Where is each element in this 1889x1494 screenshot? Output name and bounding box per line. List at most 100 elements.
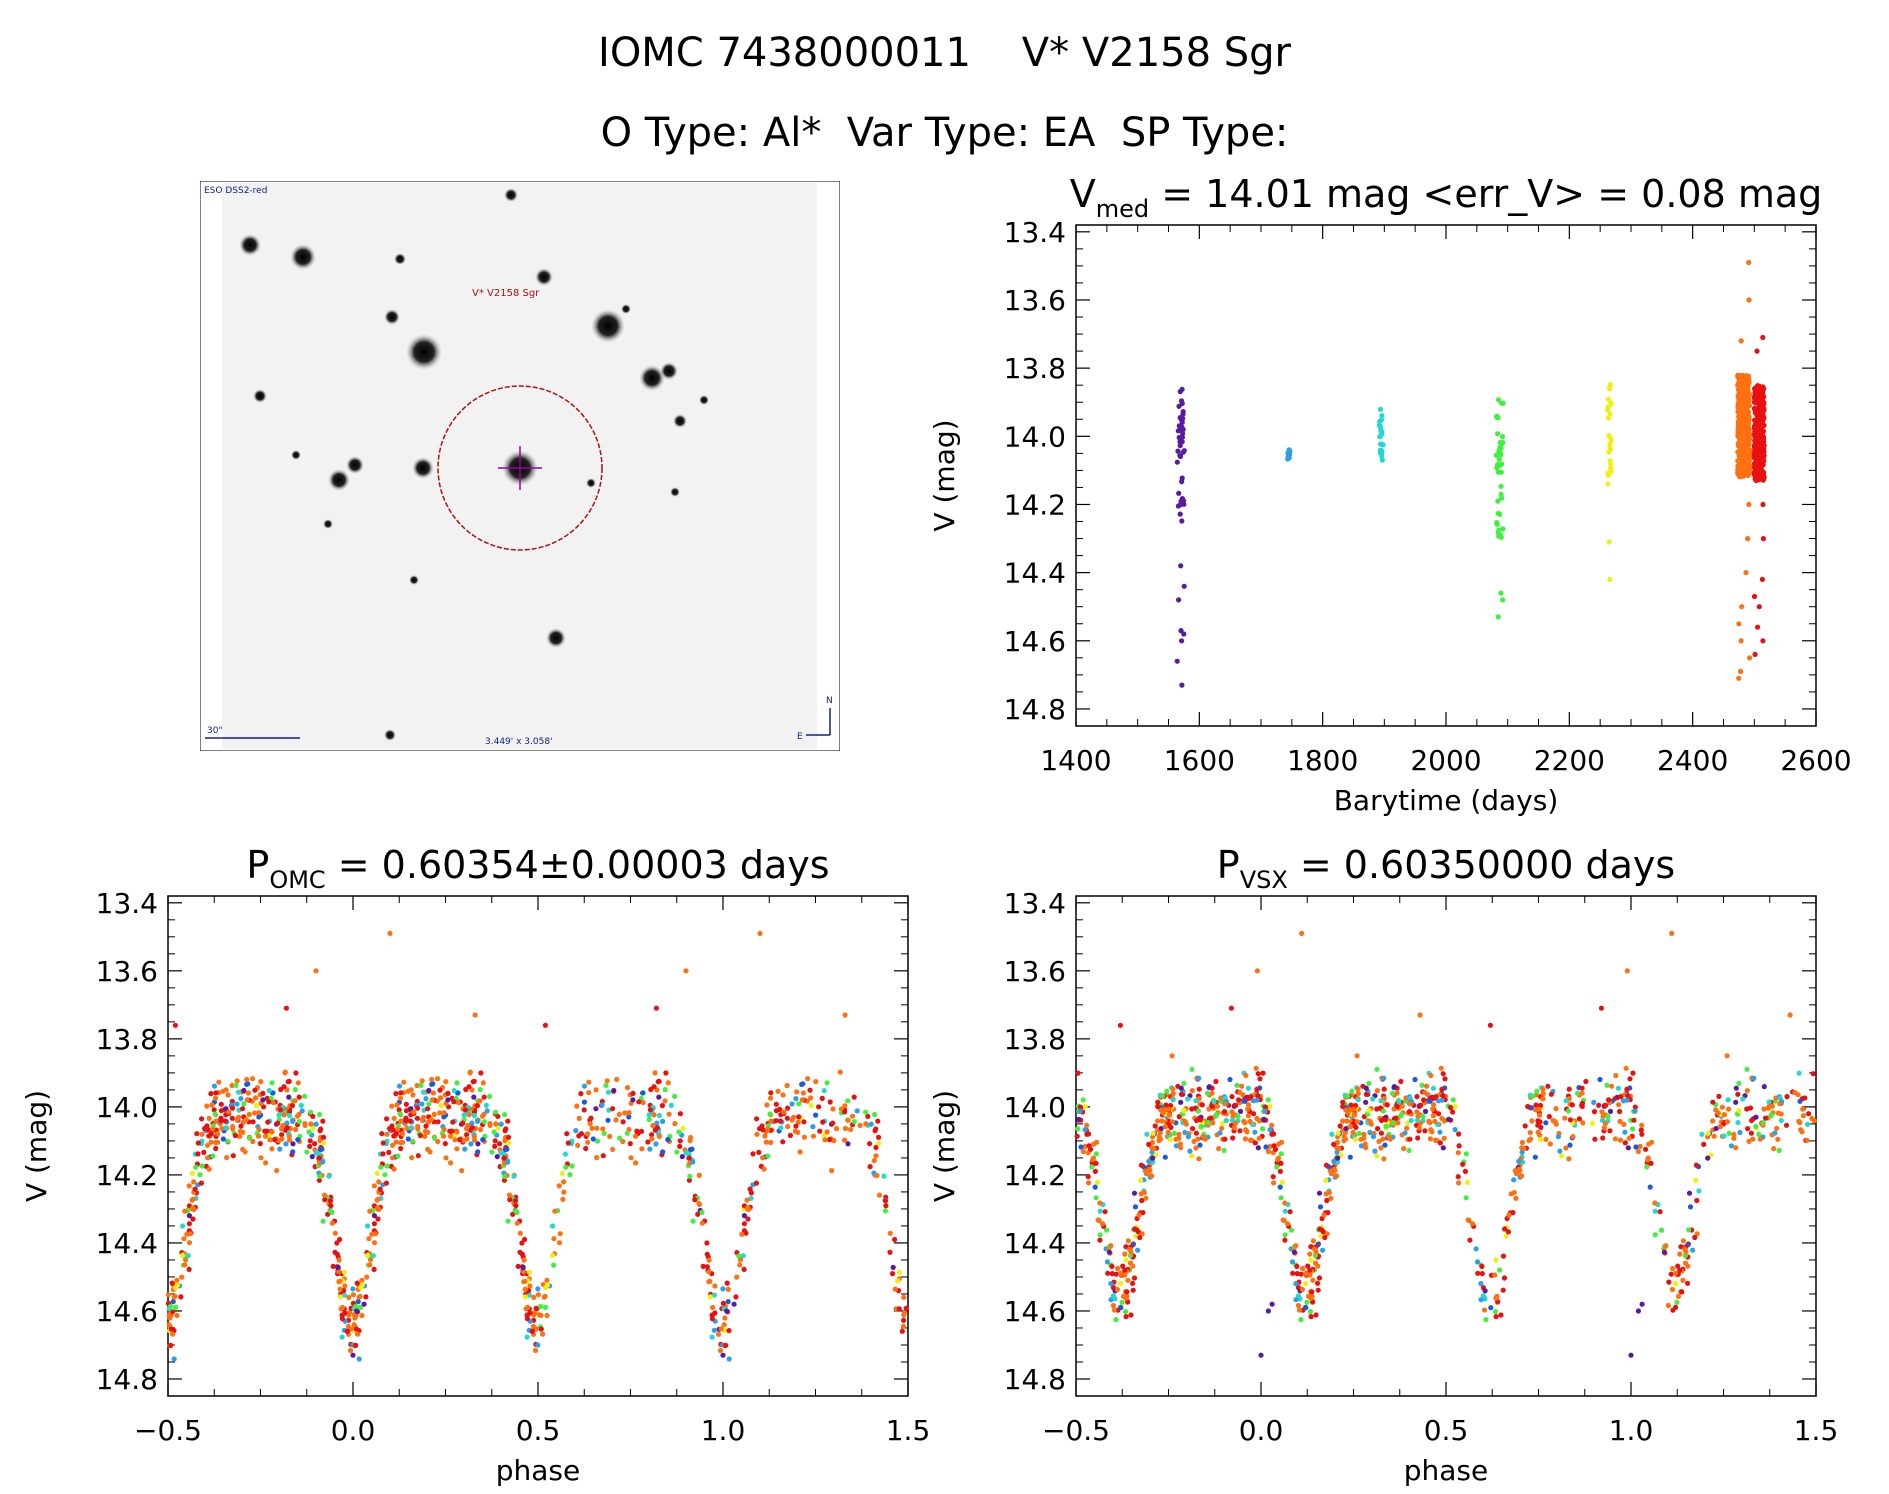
data-point <box>542 1304 549 1310</box>
data-point <box>527 1310 533 1316</box>
data-point <box>321 1134 327 1140</box>
data-point <box>1130 1280 1136 1286</box>
data-point <box>421 1114 427 1120</box>
data-point <box>1075 1070 1081 1076</box>
data-point <box>1433 1094 1439 1100</box>
data-point <box>1334 1145 1340 1151</box>
data-point <box>233 1082 239 1088</box>
data-point <box>415 1105 421 1111</box>
data-point <box>1313 1249 1319 1255</box>
data-point <box>560 1196 566 1202</box>
data-point <box>1802 1095 1808 1101</box>
data-point <box>1439 1115 1445 1122</box>
data-point <box>1766 1099 1772 1105</box>
data-point <box>308 1109 314 1115</box>
data-point <box>1496 449 1502 455</box>
data-point <box>1628 1352 1634 1358</box>
data-point <box>1080 1148 1086 1155</box>
data-point <box>244 1081 250 1087</box>
data-point <box>768 1095 774 1101</box>
data-point <box>1210 1120 1216 1126</box>
data-point <box>745 1205 751 1211</box>
data-point <box>1553 1106 1559 1112</box>
data-point <box>1463 1151 1469 1157</box>
data-point <box>1746 297 1752 303</box>
data-point <box>1189 1153 1195 1159</box>
data-point <box>1427 1120 1433 1126</box>
data-point <box>512 1198 519 1204</box>
data-point <box>1380 442 1386 448</box>
data-point <box>1401 1146 1407 1152</box>
data-point <box>230 1123 236 1130</box>
data-point <box>266 1088 272 1094</box>
data-point <box>1740 388 1746 395</box>
data-point <box>1078 1144 1084 1150</box>
data-point <box>1381 1086 1387 1092</box>
data-point <box>542 1293 548 1299</box>
data-point <box>1498 590 1504 596</box>
data-point <box>420 1089 427 1095</box>
data-point <box>1130 1287 1136 1293</box>
data-point <box>319 1146 325 1152</box>
data-point <box>1498 483 1504 489</box>
data-point <box>1608 465 1614 471</box>
compass-icon: N E <box>797 696 833 742</box>
data-point <box>715 1331 722 1337</box>
data-point <box>1417 1012 1423 1018</box>
data-point <box>256 1110 262 1116</box>
data-point <box>605 1089 612 1095</box>
data-point <box>240 1146 246 1152</box>
data-point <box>1606 1097 1612 1103</box>
data-point <box>1293 1281 1299 1287</box>
data-point <box>511 1173 517 1179</box>
data-point <box>1281 1217 1287 1224</box>
data-point <box>260 1097 266 1103</box>
data-point <box>750 1151 756 1157</box>
data-point <box>165 1292 171 1298</box>
data-point <box>520 1264 526 1270</box>
data-point <box>1080 1097 1086 1103</box>
data-point <box>1337 1123 1343 1129</box>
data-point <box>578 1091 584 1097</box>
data-point <box>1500 1287 1506 1293</box>
data-point <box>397 1111 403 1117</box>
data-point <box>1753 1114 1759 1120</box>
x-tick-label: 1.0 <box>1609 1414 1654 1447</box>
data-point <box>1757 399 1763 405</box>
data-point <box>1282 1232 1288 1238</box>
data-point <box>1630 1070 1636 1076</box>
data-point <box>1213 1078 1219 1085</box>
data-point <box>1158 1125 1164 1132</box>
data-point <box>510 1211 516 1217</box>
data-point <box>845 1141 851 1147</box>
data-point <box>1736 1080 1742 1086</box>
data-point <box>1526 1138 1532 1144</box>
data-point <box>364 1274 370 1280</box>
data-point <box>359 1312 365 1319</box>
data-point <box>1537 1136 1543 1143</box>
data-point <box>1495 397 1502 403</box>
data-point <box>1118 1270 1124 1276</box>
data-point <box>1565 1108 1571 1114</box>
data-point <box>1243 1072 1249 1079</box>
data-point <box>454 1080 460 1086</box>
data-point <box>1170 1086 1176 1092</box>
data-point <box>1479 1271 1485 1277</box>
data-point <box>1338 1152 1344 1158</box>
data-point <box>170 1331 176 1337</box>
data-point <box>1253 1065 1259 1071</box>
data-point <box>1422 1090 1428 1096</box>
data-point <box>346 1312 352 1318</box>
data-point <box>282 1070 288 1076</box>
data-point <box>1740 372 1746 378</box>
data-point <box>1122 1309 1129 1315</box>
data-point <box>250 1076 256 1082</box>
data-point <box>1380 1108 1386 1114</box>
data-point <box>1391 1084 1397 1090</box>
data-point <box>704 1251 710 1257</box>
data-point <box>1606 415 1612 421</box>
data-point <box>524 1334 530 1340</box>
x-tick-label: 1400 <box>1040 744 1111 777</box>
data-point <box>296 1094 302 1100</box>
data-point <box>573 1128 579 1134</box>
